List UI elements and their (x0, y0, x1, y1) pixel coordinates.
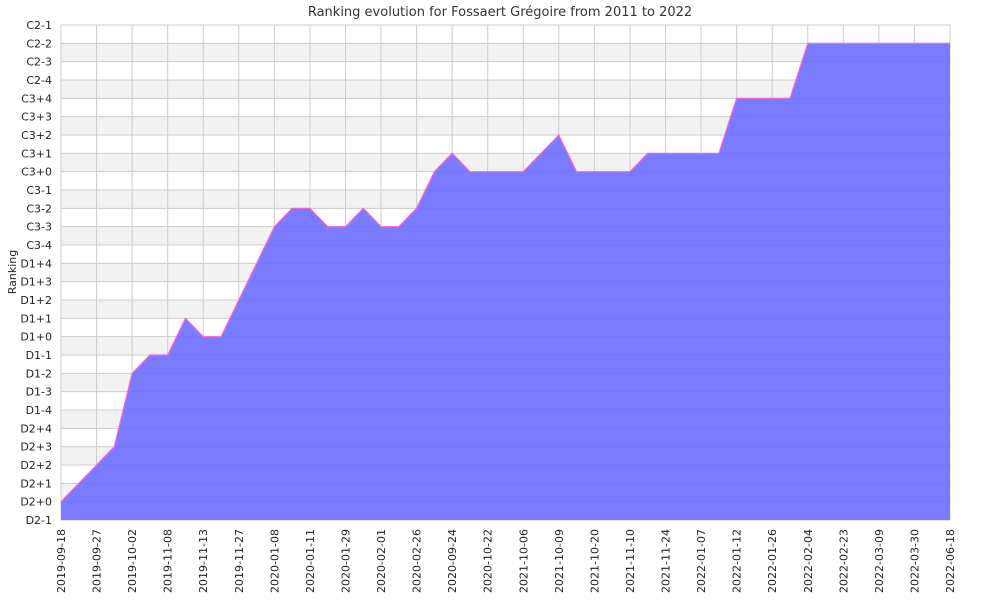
y-tick-label: C3+0 (21, 166, 52, 179)
y-tick-label: C3+2 (21, 129, 52, 142)
y-tick-label: D1+4 (20, 257, 52, 270)
y-axis-label: Ranking (6, 250, 19, 295)
x-tick-label: 2019-09-27 (91, 529, 104, 593)
x-tick-label: 2020-02-26 (411, 529, 424, 593)
y-tick-label: D1+3 (20, 276, 52, 289)
x-tick-label: 2020-10-22 (482, 529, 495, 593)
x-tick-label: 2019-11-08 (162, 529, 175, 593)
y-tick-label: D1-4 (26, 404, 52, 417)
y-tick-label: D1+0 (20, 331, 52, 344)
y-tick-label: C3+1 (21, 147, 52, 160)
row-band (61, 25, 950, 44)
y-tick-label: D1-1 (26, 349, 52, 362)
y-tick-label: C3-2 (26, 202, 52, 215)
ranking-area (61, 43, 950, 521)
y-tick-label: C3-1 (26, 184, 52, 197)
x-tick-labels: 2019-09-18 2019-09-27 2019-10-02 2019-11-08… (55, 529, 957, 593)
row-band (61, 80, 950, 99)
x-tick-label: 2019-10-02 (126, 529, 139, 593)
y-tick-label: C3+4 (21, 92, 52, 105)
y-tick-label: D2+2 (20, 459, 52, 472)
x-tick-label: 2020-01-08 (268, 529, 281, 593)
y-tick-label: D2+4 (20, 422, 52, 435)
x-tick-label: 2022-01-07 (695, 529, 708, 593)
x-tick-label: 2022-03-30 (908, 529, 921, 593)
chart-title: Ranking evolution for Fossaert Grégoire … (308, 5, 692, 20)
y-tick-label: C2-3 (26, 56, 52, 69)
x-tick-label: 2020-09-24 (446, 529, 459, 593)
y-tick-label: D1+2 (20, 294, 52, 307)
row-band (61, 61, 950, 80)
x-tick-label: 2021-10-20 (588, 529, 601, 593)
x-tick-label: 2019-11-27 (233, 529, 246, 593)
y-tick-label: D2+3 (20, 441, 52, 454)
x-tick-label: 2021-10-06 (517, 529, 530, 593)
y-tick-label: D1-2 (26, 367, 52, 380)
y-tick-labels: D2-1 D2+0 D2+1 D2+2 D2+3 D2+4 D1-4 D1-3 D1-2 D1-1… (20, 19, 52, 527)
row-band (61, 43, 950, 62)
x-tick-label: 2022-02-23 (837, 529, 850, 593)
ranking-line (60, 42, 950, 503)
y-tick-label: D2+1 (20, 477, 52, 490)
y-tick-label: C3+3 (21, 111, 52, 124)
y-tick-label: D1+1 (20, 312, 52, 325)
x-tick-label: 2019-11-13 (197, 529, 210, 593)
y-tick-label: C2-4 (26, 74, 52, 87)
y-tick-label: C2-1 (26, 19, 52, 32)
y-tick-label: D1-3 (26, 386, 52, 399)
x-tick-label: 2020-02-01 (375, 529, 388, 593)
y-tick-label: C3-4 (26, 239, 52, 252)
y-tick-label: D2+0 (20, 496, 52, 509)
x-tick-label: 2022-03-09 (873, 529, 886, 593)
x-tick-label: 2020-01-29 (339, 529, 352, 593)
x-tick-label: 2022-01-26 (766, 529, 779, 593)
x-tick-label: 2021-11-10 (624, 529, 637, 593)
row-band (61, 98, 950, 117)
x-tick-label: 2022-01-12 (731, 529, 744, 593)
x-tick-label: 2022-02-04 (802, 529, 815, 593)
x-tick-label: 2019-09-18 (55, 529, 68, 593)
x-tick-label: 2022-06-18 (944, 529, 957, 593)
y-tick-label: C3-3 (26, 221, 52, 234)
x-tick-label: 2021-11-24 (660, 529, 673, 593)
y-tick-label: D2-1 (26, 514, 52, 527)
x-tick-label: 2021-10-09 (553, 529, 566, 593)
x-tick-label: 2020-01-11 (304, 529, 317, 593)
y-tick-label: C2-2 (26, 37, 52, 50)
